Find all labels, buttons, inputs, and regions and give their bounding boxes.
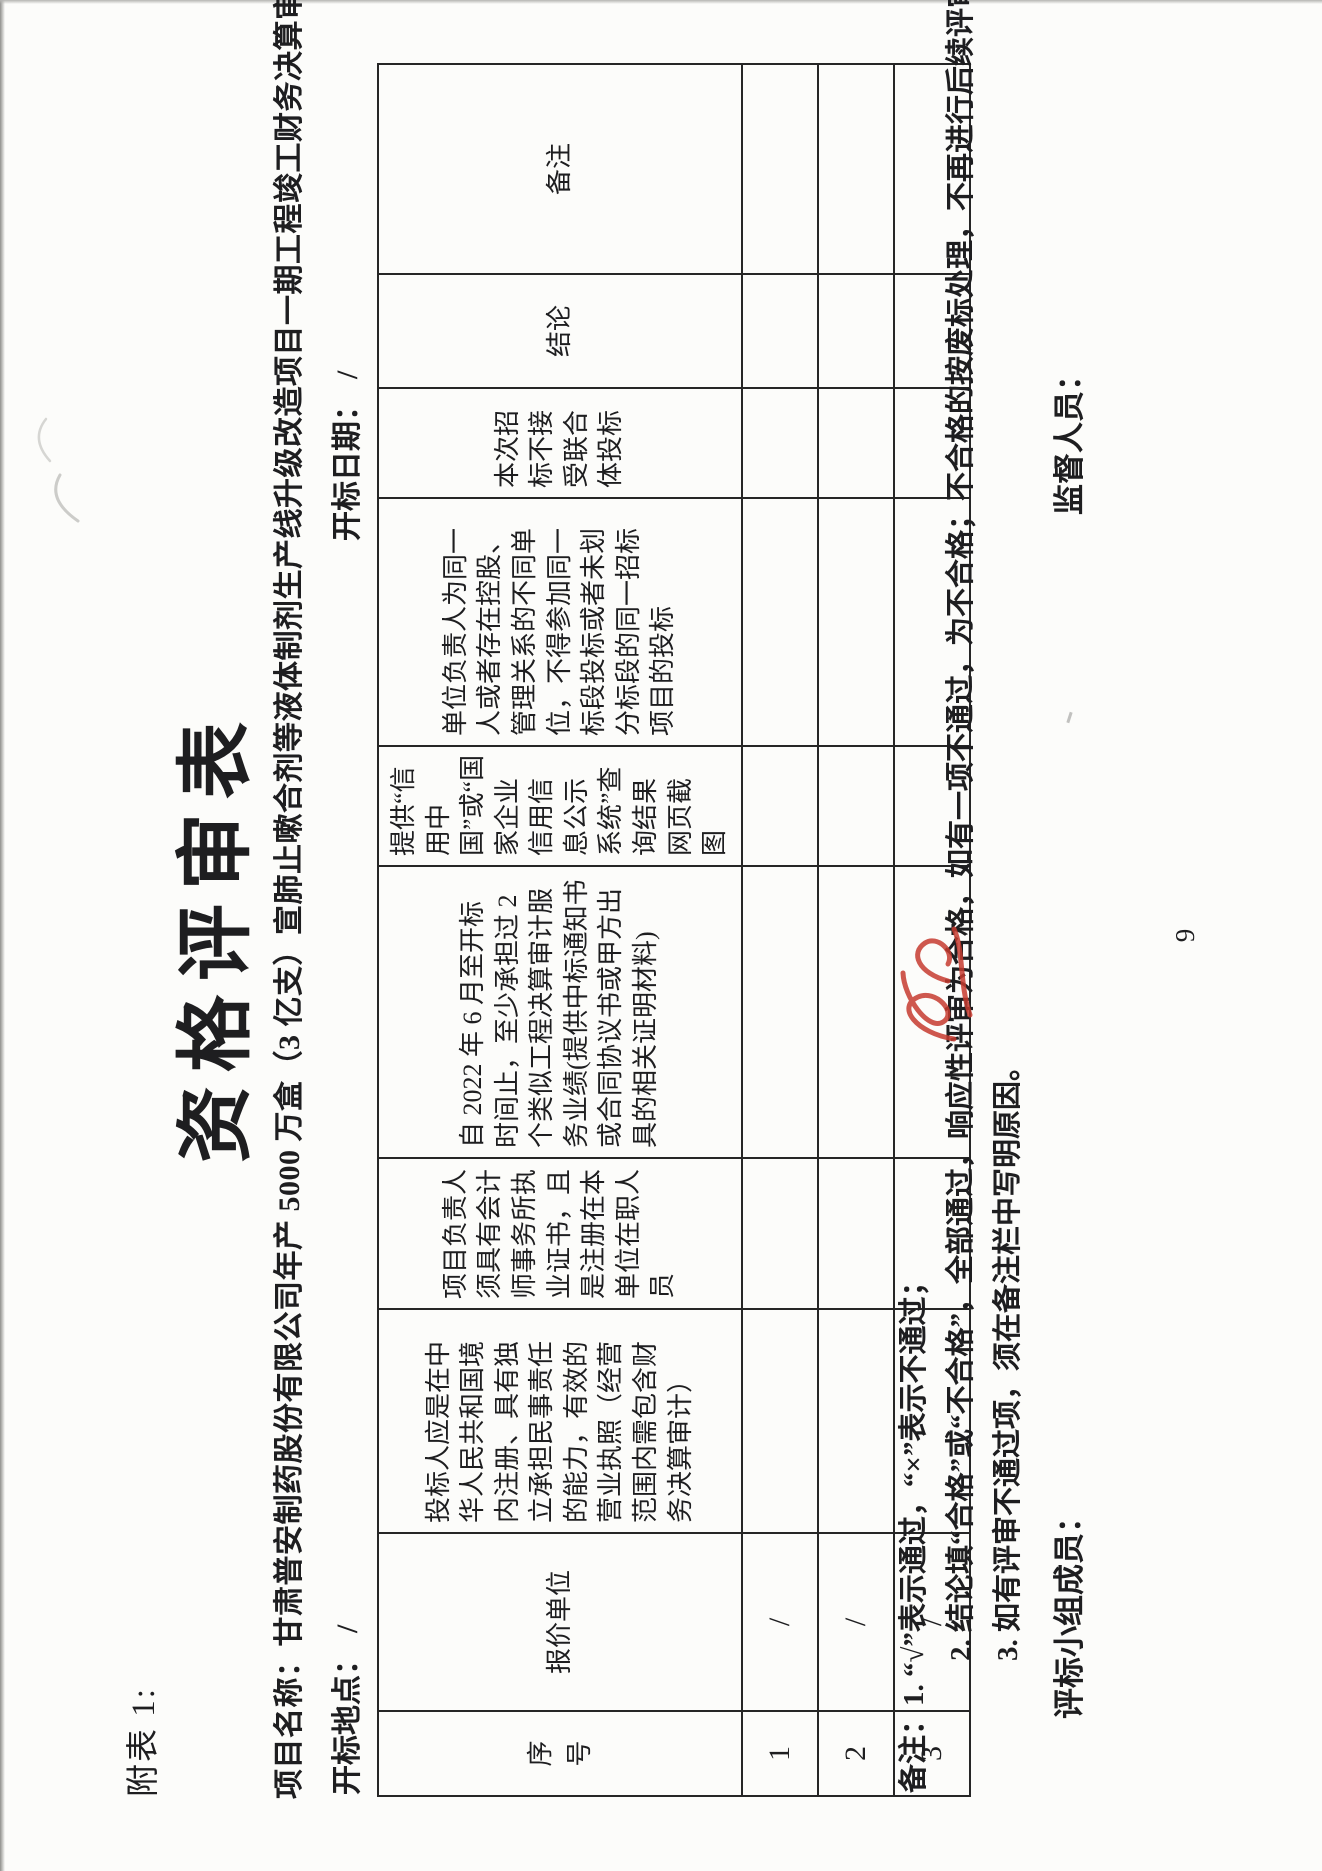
empty-cell: [741, 746, 818, 866]
remark-cell: [817, 64, 894, 274]
table-row: 1 /: [741, 64, 818, 1796]
col-header-seq: 序号: [378, 1711, 742, 1796]
note-line-1: 备注：1. “√”表示通过，“×”表示不通过；: [898, 1267, 930, 1793]
empty-cell: [817, 746, 894, 866]
col-header-registration: 投标人应是在中华人民共和国境内注册、具有独立承担民事责任的能力，有效的营业执照（…: [378, 1309, 742, 1533]
bid-date-value: /: [331, 370, 364, 379]
scan-speck: [1066, 711, 1073, 724]
remark-cell: [741, 64, 818, 274]
empty-cell: [741, 1158, 818, 1309]
bidder-cell: /: [817, 1533, 894, 1711]
empty-cell: [741, 866, 818, 1158]
bid-location-label: 开标地点：: [331, 1645, 364, 1795]
page-number: 9: [1170, 928, 1200, 943]
col-header-credit-check: 提供“信用中国”或“国家企业信用信息公示系统”查询结果网页截图: [378, 746, 742, 866]
note-line-3: 3. 如有评审不通过项，须在备注栏中写明原因。: [992, 1051, 1024, 1661]
col-header-performance: 自 2022 年 6 月至开标时间止，至少承担过 2 个类似工程决算审计服务业绩…: [378, 866, 742, 1158]
bid-date-label: 开标日期：: [331, 391, 364, 541]
empty-cell: [817, 498, 894, 746]
empty-cell: [817, 1309, 894, 1533]
col-header-no-consortium: 本次招标不接受联合体投标: [378, 388, 742, 498]
project-name-line: 项目名称：甘肃普安制药股份有限公司年产 5000 万盒（3 亿支）宣肺止嗽合剂等…: [264, 0, 308, 1799]
footnotes: 备注：1. “√”表示通过，“×”表示不通过； 2. 结论填“合格”或“不合格”…: [891, 0, 1032, 1793]
seq-cell: 2: [817, 1711, 894, 1796]
conclusion-cell: [741, 274, 818, 388]
pen-stroke-artifact: [37, 417, 80, 523]
note-line-2: 2. 结论填“合格”或“不合格”，全部通过，响应性评审为合格，如有一项不通过，为…: [945, 0, 977, 1661]
col-header-same-person: 单位负责人为同一人或者存在控股、管理关系的不同单位，不得参加同一标段投标或者未划…: [378, 498, 742, 746]
evaluation-team-label: 评标小组成员：: [1052, 1502, 1087, 1719]
bidder-cell: /: [741, 1533, 818, 1711]
scan-edge-shadow-top: [0, 0, 5, 1871]
red-handwriting-mark: [900, 926, 973, 1042]
page-title: 资格评审表: [173, 708, 259, 1163]
col-header-conclusion: 结论: [378, 274, 742, 388]
project-name-label: 项目名称：: [273, 1646, 306, 1800]
bid-location-value: /: [331, 1624, 364, 1633]
empty-cell: [817, 1158, 894, 1309]
empty-cell: [741, 388, 818, 498]
table-header-row: 序号 报价单位 投标人应是在中华人民共和国境内注册、具有独立承担民事责任的能力，…: [378, 64, 742, 1796]
empty-cell: [817, 388, 894, 498]
col-header-bidder: 报价单位: [378, 1533, 742, 1711]
project-name-value: 甘肃普安制药股份有限公司年产 5000 万盒（3 亿支）宣肺止嗽合剂等液体制剂生…: [273, 0, 306, 1647]
empty-cell: [741, 1309, 818, 1533]
col-header-remark: 备注: [378, 64, 742, 274]
bid-info-line: 开标地点： / 开标日期： /: [322, 55, 366, 1795]
col-header-project-manager: 项目负责人须具有会计师事务所执业证书，且是注册在本单位在职人员: [378, 1158, 742, 1309]
conclusion-cell: [817, 274, 894, 388]
seq-cell: 1: [741, 1711, 818, 1796]
supervisor-label: 监督人员：: [1052, 360, 1087, 515]
bid-date-group: 开标日期： /: [322, 371, 366, 541]
empty-cell: [741, 498, 818, 746]
